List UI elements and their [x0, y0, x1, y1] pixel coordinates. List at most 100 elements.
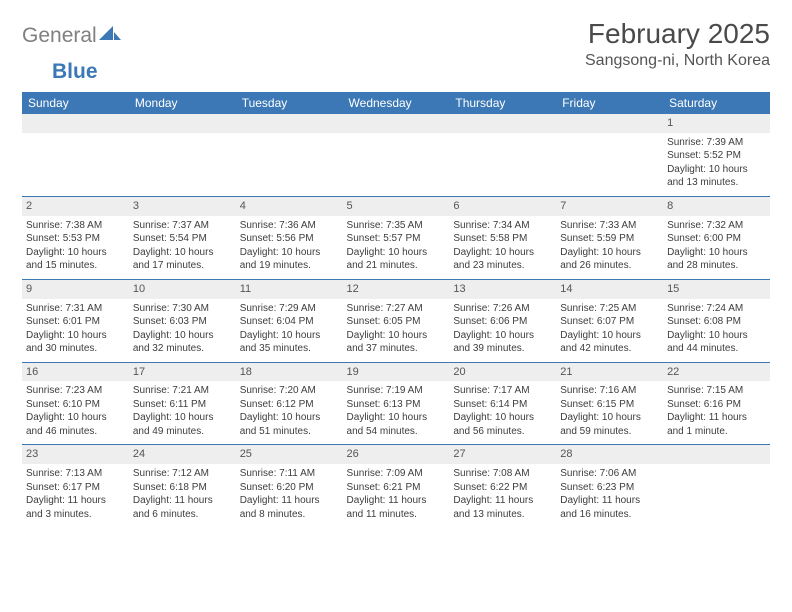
day-number: 5	[343, 197, 450, 216]
daylight-text: and 13 minutes.	[453, 508, 552, 522]
sunset-text: Sunset: 6:11 PM	[133, 398, 232, 412]
calendar-day-cell	[22, 114, 129, 196]
weekday-header: Sunday	[22, 92, 129, 114]
calendar-week-row: 16Sunrise: 7:23 AMSunset: 6:10 PMDayligh…	[22, 362, 770, 445]
daylight-text: and 19 minutes.	[240, 259, 339, 273]
sunrise-text: Sunrise: 7:39 AM	[667, 136, 766, 150]
daylight-text: and 28 minutes.	[667, 259, 766, 273]
sunrise-text: Sunrise: 7:08 AM	[453, 467, 552, 481]
sunrise-text: Sunrise: 7:25 AM	[560, 302, 659, 316]
daylight-text: and 23 minutes.	[453, 259, 552, 273]
daylight-text: Daylight: 10 hours	[560, 329, 659, 343]
day-number: 12	[343, 280, 450, 299]
calendar-day-cell: 13Sunrise: 7:26 AMSunset: 6:06 PMDayligh…	[449, 279, 556, 362]
day-number: 13	[449, 280, 556, 299]
daylight-text: and 59 minutes.	[560, 425, 659, 439]
calendar-day-cell: 10Sunrise: 7:30 AMSunset: 6:03 PMDayligh…	[129, 279, 236, 362]
daylight-text: Daylight: 10 hours	[667, 246, 766, 260]
sunrise-text: Sunrise: 7:23 AM	[26, 384, 125, 398]
sunset-text: Sunset: 6:23 PM	[560, 481, 659, 495]
sunrise-text: Sunrise: 7:06 AM	[560, 467, 659, 481]
day-number: 20	[449, 363, 556, 382]
day-number: 9	[22, 280, 129, 299]
sunset-text: Sunset: 6:14 PM	[453, 398, 552, 412]
sunrise-text: Sunrise: 7:12 AM	[133, 467, 232, 481]
calendar-week-row: 2Sunrise: 7:38 AMSunset: 5:53 PMDaylight…	[22, 196, 770, 279]
calendar-day-cell: 20 Sunrise: 7:17 AMSunset: 6:14 PMDayligh…	[449, 362, 556, 445]
day-number: 6	[449, 197, 556, 216]
daylight-text: Daylight: 10 hours	[133, 411, 232, 425]
sunrise-text: Sunrise: 7:30 AM	[133, 302, 232, 316]
sunrise-text: Sunrise: 7:21 AM	[133, 384, 232, 398]
calendar-day-cell: 19Sunrise: 7:19 AMSunset: 6:13 PMDayligh…	[343, 362, 450, 445]
daylight-text: Daylight: 10 hours	[347, 329, 446, 343]
daylight-text: and 49 minutes.	[133, 425, 232, 439]
month-title: February 2025	[585, 18, 770, 50]
daylight-text: Daylight: 10 hours	[453, 411, 552, 425]
title-block: February 2025 Sangsong-ni, North Korea	[585, 18, 770, 70]
sunset-text: Sunset: 6:21 PM	[347, 481, 446, 495]
sunrise-text: Sunrise: 7:24 AM	[667, 302, 766, 316]
sunrise-text: Sunrise: 7:19 AM	[347, 384, 446, 398]
sunset-text: Sunset: 6:17 PM	[26, 481, 125, 495]
sunrise-text: Sunrise: 7:32 AM	[667, 219, 766, 233]
daylight-text: Daylight: 11 hours	[240, 494, 339, 508]
sunrise-text: Sunrise: 7:35 AM	[347, 219, 446, 233]
daylight-text: and 30 minutes.	[26, 342, 125, 356]
calendar-week-row: 23Sunrise: 7:13 AMSunset: 6:17 PMDayligh…	[22, 445, 770, 527]
sunrise-text: Sunrise: 7:34 AM	[453, 219, 552, 233]
sunset-text: Sunset: 5:54 PM	[133, 232, 232, 246]
daylight-text: Daylight: 10 hours	[26, 246, 125, 260]
daylight-text: Daylight: 10 hours	[667, 163, 766, 177]
calendar-day-cell	[236, 114, 343, 196]
calendar-day-cell: 11Sunrise: 7:29 AMSunset: 6:04 PMDayligh…	[236, 279, 343, 362]
sunrise-text: Sunrise: 7:17 AM	[453, 384, 552, 398]
day-number	[22, 114, 129, 133]
calendar-day-cell: 9Sunrise: 7:31 AMSunset: 6:01 PMDaylight…	[22, 279, 129, 362]
sunrise-text: Sunrise: 7:26 AM	[453, 302, 552, 316]
weekday-header: Wednesday	[343, 92, 450, 114]
daylight-text: Daylight: 11 hours	[26, 494, 125, 508]
daylight-text: Daylight: 10 hours	[26, 329, 125, 343]
day-number: 14	[556, 280, 663, 299]
sunset-text: Sunset: 6:16 PM	[667, 398, 766, 412]
day-number: 15	[663, 280, 770, 299]
day-number: 26	[343, 445, 450, 464]
day-number: 10	[129, 280, 236, 299]
weekday-header: Tuesday	[236, 92, 343, 114]
sunrise-text: Sunrise: 7:15 AM	[667, 384, 766, 398]
weekday-header: Monday	[129, 92, 236, 114]
sunrise-text: Sunrise: 7:09 AM	[347, 467, 446, 481]
daylight-text: Daylight: 10 hours	[240, 329, 339, 343]
sunset-text: Sunset: 6:22 PM	[453, 481, 552, 495]
calendar-day-cell: 24Sunrise: 7:12 AMSunset: 6:18 PMDayligh…	[129, 445, 236, 527]
day-number: 16	[22, 363, 129, 382]
sunset-text: Sunset: 5:58 PM	[453, 232, 552, 246]
daylight-text: and 56 minutes.	[453, 425, 552, 439]
weekday-header-row: Sunday Monday Tuesday Wednesday Thursday…	[22, 92, 770, 114]
daylight-text: Daylight: 10 hours	[133, 246, 232, 260]
calendar-day-cell: 3Sunrise: 7:37 AMSunset: 5:54 PMDaylight…	[129, 196, 236, 279]
sunset-text: Sunset: 5:53 PM	[26, 232, 125, 246]
brand-sail-icon	[99, 24, 121, 48]
day-number: 8	[663, 197, 770, 216]
calendar-day-cell: 14Sunrise: 7:25 AMSunset: 6:07 PMDayligh…	[556, 279, 663, 362]
sunset-text: Sunset: 6:05 PM	[347, 315, 446, 329]
day-number: 27	[449, 445, 556, 464]
daylight-text: and 32 minutes.	[133, 342, 232, 356]
daylight-text: and 8 minutes.	[240, 508, 339, 522]
day-number	[556, 114, 663, 133]
day-number: 11	[236, 280, 343, 299]
day-number: 3	[129, 197, 236, 216]
daylight-text: and 26 minutes.	[560, 259, 659, 273]
sunset-text: Sunset: 5:56 PM	[240, 232, 339, 246]
day-number	[343, 114, 450, 133]
calendar-week-row: 9Sunrise: 7:31 AMSunset: 6:01 PMDaylight…	[22, 279, 770, 362]
daylight-text: Daylight: 10 hours	[240, 411, 339, 425]
daylight-text: Daylight: 10 hours	[133, 329, 232, 343]
sunset-text: Sunset: 6:15 PM	[560, 398, 659, 412]
sunset-text: Sunset: 5:57 PM	[347, 232, 446, 246]
daylight-text: Daylight: 11 hours	[133, 494, 232, 508]
calendar-day-cell: 17Sunrise: 7:21 AMSunset: 6:11 PMDayligh…	[129, 362, 236, 445]
calendar-day-cell	[449, 114, 556, 196]
